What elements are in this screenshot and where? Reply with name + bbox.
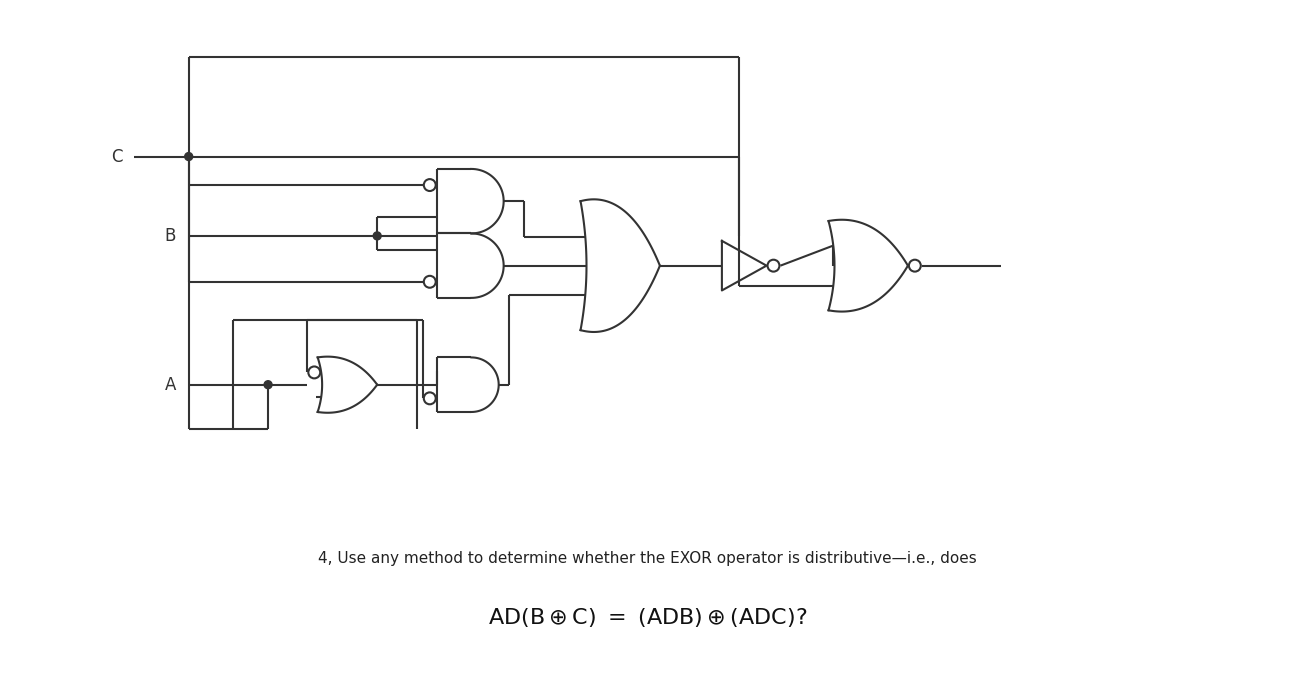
Text: C: C xyxy=(111,148,122,166)
Circle shape xyxy=(373,232,381,240)
Text: B: B xyxy=(164,227,176,245)
Text: 4, Use any method to determine whether the EXOR operator is distributive—i.e., d: 4, Use any method to determine whether t… xyxy=(319,551,976,566)
Text: $\mathrm{AD(B \oplus C)\ =\ (ADB) \oplus (ADC)?}$: $\mathrm{AD(B \oplus C)\ =\ (ADB) \oplus… xyxy=(488,607,807,629)
Circle shape xyxy=(264,381,272,389)
Circle shape xyxy=(185,153,193,160)
Text: A: A xyxy=(164,375,176,393)
